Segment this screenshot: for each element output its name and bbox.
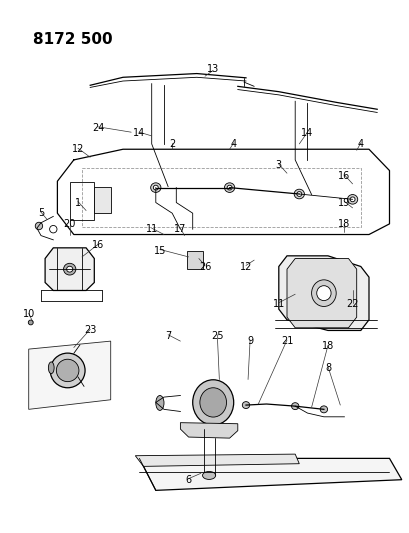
Text: 2: 2 [169, 139, 175, 149]
Ellipse shape [56, 359, 79, 382]
Ellipse shape [347, 195, 357, 204]
Polygon shape [278, 256, 368, 330]
Text: 21: 21 [280, 336, 292, 346]
Text: 11: 11 [145, 224, 157, 234]
Polygon shape [286, 259, 356, 328]
Text: 14: 14 [301, 128, 313, 138]
Text: 25: 25 [211, 331, 223, 341]
Text: 11: 11 [272, 299, 284, 309]
Ellipse shape [227, 185, 231, 190]
FancyBboxPatch shape [186, 251, 202, 269]
Text: 5: 5 [38, 208, 44, 218]
Ellipse shape [50, 353, 85, 388]
Ellipse shape [151, 183, 160, 192]
Ellipse shape [316, 286, 330, 301]
Text: 24: 24 [92, 123, 104, 133]
Text: 22: 22 [346, 299, 358, 309]
Text: 8172 500: 8172 500 [33, 32, 112, 47]
Text: 16: 16 [92, 240, 104, 250]
FancyBboxPatch shape [94, 187, 110, 213]
Ellipse shape [224, 183, 234, 192]
Text: 12: 12 [72, 144, 84, 154]
Ellipse shape [48, 362, 54, 374]
Polygon shape [180, 423, 237, 438]
Ellipse shape [349, 197, 354, 201]
Ellipse shape [200, 388, 226, 417]
Text: 16: 16 [337, 171, 350, 181]
Ellipse shape [153, 185, 158, 190]
Text: 18: 18 [337, 219, 350, 229]
Ellipse shape [319, 406, 327, 413]
Text: 18: 18 [321, 342, 333, 351]
Text: 26: 26 [198, 262, 211, 271]
Text: 19: 19 [337, 198, 350, 207]
Ellipse shape [66, 266, 73, 272]
Text: 12: 12 [239, 262, 252, 271]
Text: 14: 14 [133, 128, 145, 138]
Text: 7: 7 [164, 331, 171, 341]
Ellipse shape [202, 471, 215, 480]
Ellipse shape [294, 189, 303, 199]
Text: 4: 4 [230, 139, 236, 149]
Text: 17: 17 [174, 224, 186, 234]
Ellipse shape [311, 280, 335, 306]
Ellipse shape [192, 379, 233, 425]
Ellipse shape [291, 403, 298, 409]
Polygon shape [45, 248, 94, 290]
Text: 20: 20 [63, 219, 76, 229]
Polygon shape [139, 458, 401, 490]
Ellipse shape [28, 320, 33, 325]
Text: 8: 8 [324, 363, 330, 373]
Ellipse shape [35, 222, 43, 230]
Ellipse shape [63, 263, 76, 275]
Text: 4: 4 [357, 139, 363, 149]
Ellipse shape [155, 395, 164, 410]
Text: 6: 6 [185, 475, 191, 484]
Polygon shape [135, 454, 299, 466]
Text: 23: 23 [84, 326, 96, 335]
Text: 9: 9 [247, 336, 252, 346]
Text: 13: 13 [207, 64, 219, 74]
Text: 10: 10 [22, 310, 35, 319]
Polygon shape [29, 341, 110, 409]
Text: 3: 3 [275, 160, 281, 170]
FancyBboxPatch shape [70, 182, 94, 220]
Text: 1: 1 [75, 198, 81, 207]
Ellipse shape [242, 402, 249, 408]
Text: 15: 15 [153, 246, 166, 255]
Ellipse shape [296, 191, 301, 197]
